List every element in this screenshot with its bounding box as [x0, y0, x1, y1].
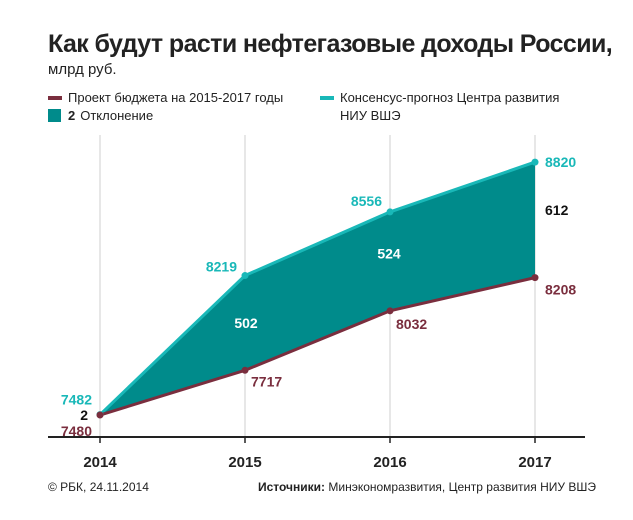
deviation-label-2017: 612 — [545, 202, 569, 218]
sources-note: Источники: Минэкономразвития, Центр разв… — [258, 480, 596, 494]
legend-deviation-label: Отклонение — [80, 108, 154, 123]
copyright-note: © РБК, 24.11.2014 — [48, 480, 149, 494]
budget-line — [99, 276, 536, 417]
legend-item-deviation: 2 Отклонение — [48, 107, 248, 124]
deviation-label-2016: 524 — [377, 245, 401, 261]
consensus-label-2017: 8820 — [545, 154, 576, 170]
consensus-label-2014: 7482 — [61, 392, 92, 408]
consensus-line — [98, 160, 536, 416]
budget-point-2014 — [96, 411, 104, 419]
chart-title: Как будут расти нефтегазовые доходы Росс… — [48, 30, 613, 58]
budget-line-swatch — [48, 96, 62, 100]
deviation-label-2014: 2 — [80, 407, 88, 423]
deviation-label-2015: 502 — [234, 315, 258, 331]
sources-text: Минэкономразвития, Центр развития НИУ ВШ… — [325, 480, 596, 494]
x-tick-label-2016: 2016 — [373, 454, 406, 471]
deviation-area — [100, 162, 535, 416]
legend-consensus-label-2: НИУ ВШЭ — [340, 108, 401, 123]
budget-point-2016 — [386, 307, 394, 315]
budget-label-2014: 7480 — [61, 423, 92, 439]
legend-item-budget: Проект бюджета на 2015-2017 годы — [48, 89, 318, 106]
x-tick-label-2015: 2015 — [228, 454, 261, 471]
budget-point-2017 — [531, 274, 539, 282]
legend-budget-label: Проект бюджета на 2015-2017 годы — [68, 90, 284, 105]
legend-deviation-number: 2 — [68, 108, 76, 123]
legend-item-consensus: Консенсус-прогноз Центра развития НИУ ВШ… — [320, 89, 590, 125]
consensus-point-2015 — [241, 272, 249, 280]
budget-label-2015: 7717 — [251, 373, 282, 389]
consensus-label-2015: 8219 — [206, 259, 237, 275]
budget-label-2017: 8208 — [545, 282, 576, 298]
consensus-label-2016: 8556 — [351, 193, 382, 209]
legend-consensus-label-1: Консенсус-прогноз Центра развития — [340, 90, 560, 105]
chart-subtitle: млрд руб. — [48, 61, 117, 78]
deviation-area-swatch — [48, 109, 61, 122]
consensus-line-swatch — [320, 96, 334, 100]
consensus-point-2017 — [531, 158, 539, 166]
sources-label: Источники: — [258, 480, 326, 494]
x-tick-label-2014: 2014 — [83, 454, 117, 471]
budget-label-2016: 8032 — [396, 316, 427, 332]
x-tick-label-2017: 2017 — [518, 454, 551, 471]
consensus-point-2016 — [386, 208, 394, 216]
budget-point-2015 — [241, 366, 249, 374]
